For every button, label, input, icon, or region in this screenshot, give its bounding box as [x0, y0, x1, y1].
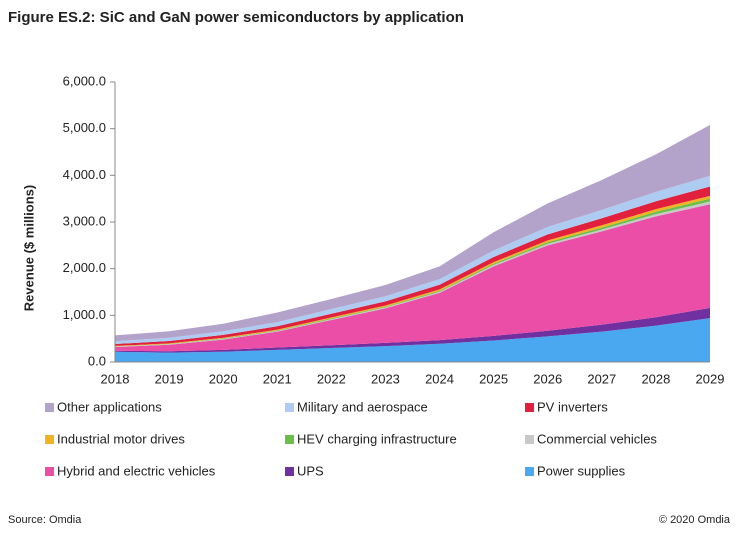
- x-tick-label: 2022: [317, 371, 346, 386]
- area: [115, 201, 710, 348]
- x-tick-label: 2028: [641, 371, 670, 386]
- x-tick-label: 2019: [155, 371, 184, 386]
- copyright: © 2020 Omdia: [659, 514, 731, 526]
- legend-label: Hybrid and electric vehicles: [57, 463, 216, 478]
- legend-swatch: [525, 435, 534, 444]
- area: [115, 195, 710, 347]
- legend-swatch: [285, 403, 294, 412]
- legend-label: Other applications: [57, 399, 162, 414]
- x-tick-label: 2023: [371, 371, 400, 386]
- legend-label: PV inverters: [537, 399, 608, 414]
- legend-label: UPS: [297, 463, 324, 478]
- legend-swatch: [45, 435, 54, 444]
- x-tick-label: 2024: [425, 371, 454, 386]
- legend-label: Power supplies: [537, 463, 626, 478]
- area: [115, 318, 710, 362]
- area: [115, 307, 710, 353]
- legend-swatch: [525, 467, 534, 476]
- legend-swatch: [45, 467, 54, 476]
- legend-swatch: [45, 403, 54, 412]
- x-tick-label: 2026: [533, 371, 562, 386]
- legend-label: Industrial motor drives: [57, 431, 185, 446]
- x-tick-label: 2021: [263, 371, 292, 386]
- x-tick-label: 2029: [696, 371, 725, 386]
- x-tick-label: 2025: [479, 371, 508, 386]
- legend-label: Commercial vehicles: [537, 431, 657, 446]
- legend-label: HEV charging infrastructure: [297, 431, 457, 446]
- area: [115, 198, 710, 347]
- legend-swatch: [285, 435, 294, 444]
- y-tick-label: 2,000.0: [63, 260, 106, 275]
- y-tick-label: 6,000.0: [63, 73, 106, 88]
- area: [115, 204, 710, 352]
- legend-label: Military and aerospace: [297, 399, 428, 414]
- y-tick-label: 4,000.0: [63, 167, 106, 182]
- chart-title: Figure ES.2: SiC and GaN power semicondu…: [8, 9, 464, 26]
- y-axis-label: Revenue ($ millions): [21, 185, 36, 311]
- y-tick-label: 1,000.0: [63, 307, 106, 322]
- y-tick-label: 3,000.0: [63, 213, 106, 228]
- x-tick-label: 2027: [587, 371, 616, 386]
- source: Source: Omdia: [8, 514, 82, 526]
- legend-swatch: [525, 403, 534, 412]
- x-tick-label: 2020: [209, 371, 238, 386]
- legend-swatch: [285, 467, 294, 476]
- y-tick-label: 0.0: [88, 353, 106, 368]
- x-tick-label: 2018: [101, 371, 130, 386]
- y-tick-label: 5,000.0: [63, 120, 106, 135]
